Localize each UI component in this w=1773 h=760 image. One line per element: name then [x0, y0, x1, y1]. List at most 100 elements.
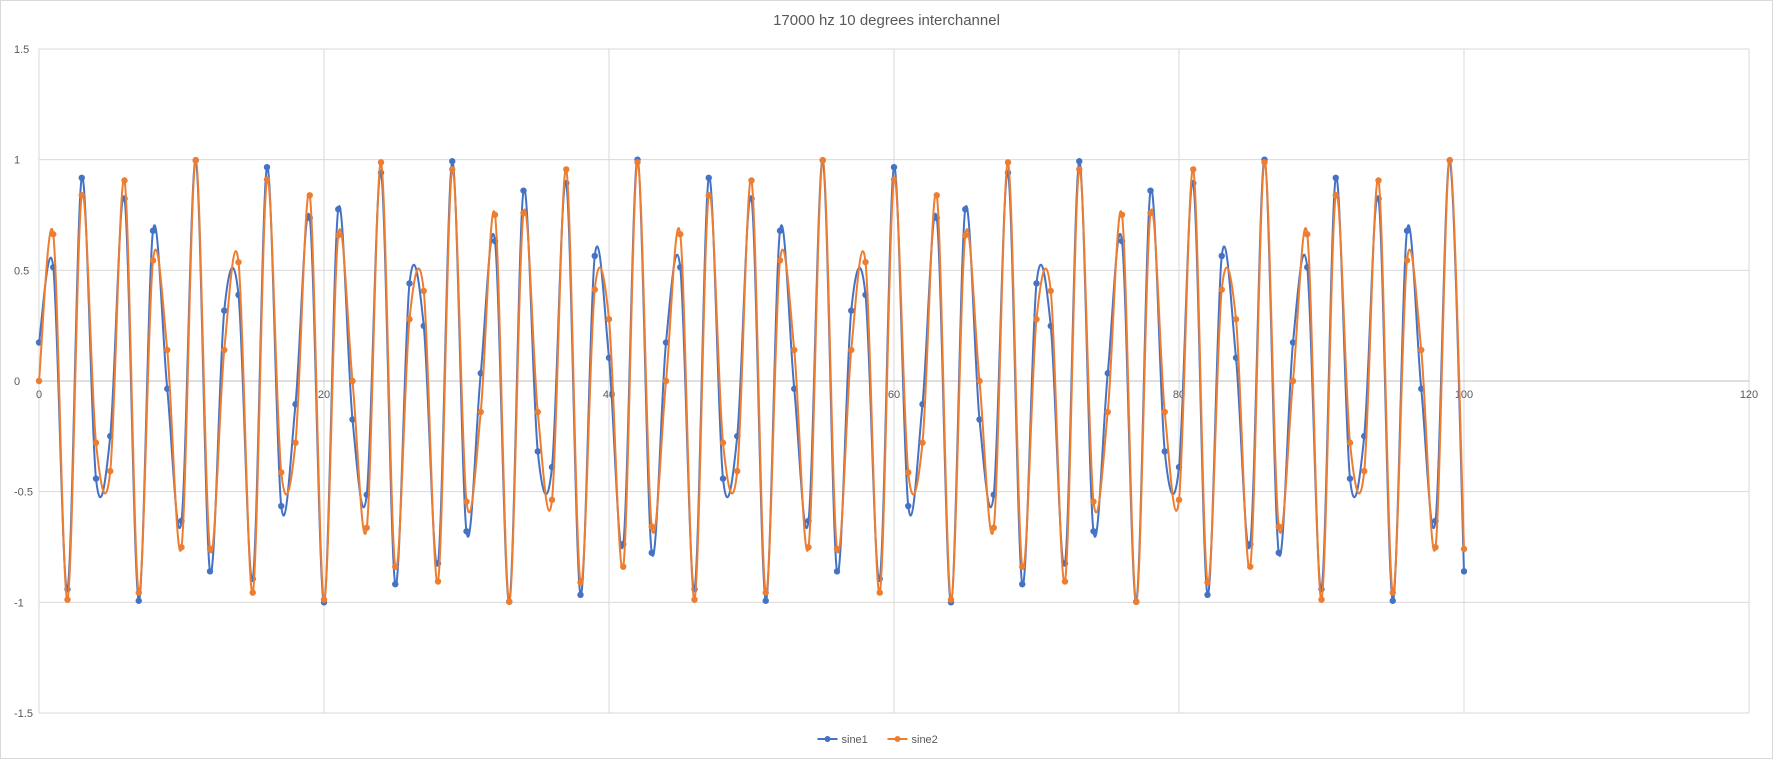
data-point	[221, 307, 228, 314]
data-point	[263, 163, 271, 171]
legend-swatch-marker	[824, 736, 831, 742]
data-point	[1061, 578, 1069, 585]
data-point	[791, 346, 798, 354]
data-point	[1019, 580, 1026, 588]
data-point	[534, 448, 541, 455]
data-point	[1332, 192, 1339, 199]
data-point	[1175, 496, 1183, 504]
data-point	[64, 596, 71, 603]
data-point	[1104, 408, 1111, 416]
data-point	[1133, 598, 1140, 606]
data-point	[1275, 523, 1282, 530]
data-point	[962, 232, 969, 239]
data-point	[377, 159, 385, 166]
data-point	[206, 568, 214, 575]
data-point	[548, 496, 556, 504]
data-point	[534, 408, 541, 416]
data-point	[1147, 187, 1154, 194]
data-point	[990, 524, 997, 531]
data-point	[349, 416, 356, 423]
data-point	[1418, 346, 1425, 354]
data-point	[762, 597, 769, 604]
data-point	[1090, 528, 1097, 535]
data-point	[1019, 563, 1026, 570]
data-point	[434, 578, 442, 585]
data-point	[1289, 339, 1297, 346]
data-point	[263, 176, 271, 183]
data-point	[848, 307, 855, 314]
data-point	[1389, 597, 1396, 604]
data-point	[719, 439, 727, 446]
data-point	[933, 192, 940, 199]
data-point	[662, 377, 670, 385]
data-point	[1375, 177, 1382, 184]
data-point	[833, 568, 841, 575]
data-point	[135, 589, 142, 596]
y-tick-label: 0.5	[14, 265, 29, 277]
data-point	[962, 206, 969, 213]
data-point	[406, 316, 413, 323]
data-point	[249, 589, 256, 596]
data-point	[1147, 209, 1154, 217]
data-point	[78, 192, 85, 199]
data-point	[662, 339, 670, 346]
data-point	[1289, 377, 1297, 385]
legend-item-sine2: sine2	[887, 734, 938, 746]
data-point	[1161, 448, 1168, 455]
data-point	[605, 316, 613, 323]
data-point	[392, 563, 399, 570]
data-point	[1332, 174, 1339, 182]
data-point	[591, 252, 598, 260]
data-point	[1218, 252, 1225, 260]
data-point	[221, 346, 228, 354]
data-point	[278, 469, 285, 476]
data-point	[121, 177, 128, 184]
grid-layer	[38, 48, 1750, 714]
legend-label: sine1	[842, 734, 868, 746]
data-point	[1004, 159, 1012, 166]
data-point	[363, 524, 370, 531]
data-point	[677, 231, 684, 238]
y-tick-label: -1	[14, 597, 24, 609]
data-point	[648, 549, 655, 556]
legend-swatch-marker	[894, 736, 901, 742]
data-point	[491, 211, 499, 218]
y-tick-label: 1	[14, 155, 20, 167]
data-point	[349, 377, 356, 385]
data-point	[648, 523, 655, 530]
data-point	[734, 467, 741, 475]
data-point	[1346, 475, 1354, 482]
data-point	[1403, 257, 1411, 264]
data-point	[919, 439, 926, 446]
data-point	[705, 192, 712, 199]
data-point	[1432, 544, 1439, 551]
data-point	[1190, 166, 1197, 173]
data-point	[149, 227, 157, 234]
data-point	[1460, 568, 1468, 575]
x-tick-label: 20	[318, 389, 330, 401]
data-point	[748, 177, 755, 184]
legend-item-sine1: sine1	[817, 734, 868, 746]
data-point	[392, 580, 399, 588]
data-point	[833, 545, 841, 553]
data-point	[1033, 280, 1040, 287]
data-point	[805, 544, 812, 551]
data-point	[577, 591, 584, 599]
data-point	[107, 467, 114, 475]
data-point	[306, 192, 313, 199]
data-point	[477, 408, 484, 416]
data-point	[135, 597, 142, 604]
data-point	[876, 589, 883, 596]
data-point	[762, 589, 769, 596]
data-point	[691, 596, 698, 603]
data-point	[1446, 156, 1453, 164]
data-point	[1218, 286, 1225, 293]
data-point	[449, 158, 456, 165]
data-point	[235, 258, 242, 266]
data-point	[1232, 316, 1240, 323]
data-point	[1204, 591, 1211, 599]
data-point	[819, 156, 826, 164]
data-point	[976, 416, 983, 423]
